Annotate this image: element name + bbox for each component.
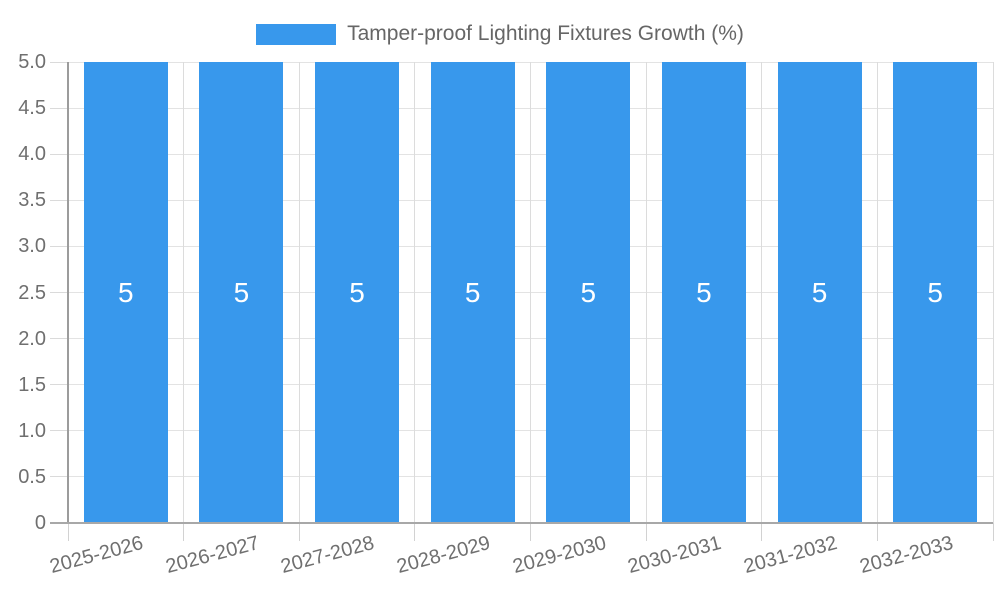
x-gridline <box>298 62 300 523</box>
bar-2026-2027[interactable]: 5 <box>199 62 284 523</box>
y-axis-tick-label: 3.5 <box>18 189 46 212</box>
y-axis-tick <box>50 153 68 155</box>
x-axis-tick <box>992 523 994 541</box>
x-axis-label: 2032-2033 <box>857 531 956 578</box>
bar-2030-2031[interactable]: 5 <box>661 62 746 523</box>
y-axis-tick <box>50 292 68 293</box>
bar-2025-2026[interactable]: 5 <box>83 62 168 523</box>
y-axis-tick <box>50 107 68 109</box>
y-axis-tick-label: 1.5 <box>18 373 46 396</box>
y-axis-tick-label: 4.5 <box>18 97 46 120</box>
x-axis-line <box>50 522 993 524</box>
x-axis-tick <box>761 523 763 541</box>
x-axis-tick <box>530 523 531 541</box>
x-gridline <box>645 62 647 523</box>
bar-2027-2028[interactable]: 5 <box>315 62 400 523</box>
y-axis-tick-label: 2.0 <box>18 327 46 350</box>
x-axis-label: 2027-2028 <box>278 531 378 578</box>
x-axis-label: 2029-2030 <box>510 531 609 578</box>
y-axis-tick-label: 1.0 <box>18 419 46 442</box>
x-gridline <box>992 62 994 523</box>
bar-2028-2029[interactable]: 5 <box>430 62 515 523</box>
bar-value-label: 5 <box>696 276 712 308</box>
x-axis-label: 2030-2031 <box>625 531 724 578</box>
y-axis-tick <box>50 384 68 386</box>
x-axis-tick <box>183 523 185 541</box>
y-axis-tick-label: 3.0 <box>18 235 46 258</box>
y-axis-tick <box>50 245 68 247</box>
y-axis-tick-label: 0 <box>34 512 46 534</box>
x-axis-tick <box>67 523 69 541</box>
y-axis-tick <box>50 61 68 63</box>
y-axis-tick-label: 0.5 <box>18 465 46 488</box>
chart-legend[interactable]: Tamper-proof Lighting Fixtures Growth (%… <box>0 22 1000 46</box>
bar-2029-2030[interactable]: 5 <box>546 62 631 523</box>
y-axis-line <box>67 62 69 524</box>
legend-swatch-icon <box>256 23 337 45</box>
y-axis-tick-label: 5.0 <box>18 51 46 73</box>
y-axis-tick <box>50 430 68 432</box>
x-axis-tick <box>876 523 878 541</box>
x-axis-label: 2031-2032 <box>741 531 840 578</box>
x-gridline <box>414 62 416 523</box>
bar-value-label: 5 <box>464 276 481 308</box>
y-axis-tick <box>50 199 68 201</box>
x-gridline <box>530 62 531 523</box>
bar-value-label: 5 <box>811 276 828 308</box>
bar-value-label: 5 <box>118 276 134 308</box>
bar-value-label: 5 <box>580 276 597 308</box>
y-axis-tick <box>50 476 68 478</box>
bar-value-label: 5 <box>927 276 943 308</box>
bar-2032-2033[interactable]: 5 <box>893 62 978 523</box>
x-gridline <box>876 62 878 523</box>
y-axis-tick <box>50 338 68 340</box>
y-axis-tick-label: 2.5 <box>18 281 46 304</box>
x-axis-tick <box>645 523 647 541</box>
bar-value-label: 5 <box>349 276 365 308</box>
x-axis-tick <box>414 523 416 541</box>
x-axis-tick <box>298 523 300 541</box>
x-gridline <box>761 62 763 523</box>
bar-2031-2032[interactable]: 5 <box>777 62 862 523</box>
y-axis-tick-label: 4.0 <box>18 143 46 166</box>
legend-label: Tamper-proof Lighting Fixtures Growth (%… <box>347 22 744 45</box>
x-axis-label: 2028-2029 <box>394 531 493 578</box>
x-axis-label: 2026-2027 <box>163 531 262 578</box>
x-gridline <box>183 62 185 523</box>
bar-value-label: 5 <box>233 276 250 308</box>
x-axis-label: 2025-2026 <box>47 531 146 578</box>
